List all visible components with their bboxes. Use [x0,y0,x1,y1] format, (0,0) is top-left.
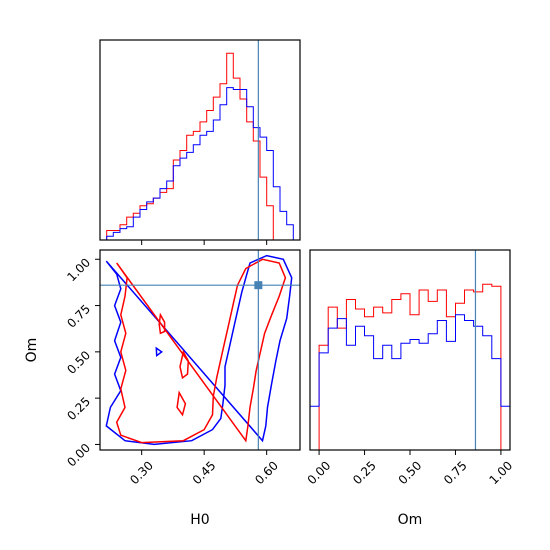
histogram-h0-red-series [100,52,300,241]
contour-red-1 [115,258,287,444]
contour-ytick-label: 0.25 [64,394,93,423]
contour-blue-5 [155,346,163,358]
contour-red-4 [176,390,187,417]
histogram-h0-panel [99,39,301,245]
histogram-om-xtick-label: 1.00 [486,458,515,487]
contour-frame [99,249,301,451]
contour-red-3 [179,349,190,380]
x-axis-label-om: Om [398,512,423,528]
histogram-om-xtick-label: 0.50 [396,458,425,487]
histogram-om-blue-series [310,314,510,407]
contour-xtick-label: 0.45 [190,458,219,487]
contour-xtick-label: 0.60 [252,458,281,487]
histogram-om-panel: 0.00 0.25 0.50 0.75 1.00 Om [305,249,515,528]
contour-ytick-label: 1.00 [64,255,93,284]
histogram-om-xtick-label: 0.00 [305,458,334,487]
contour-ytick-label: 0.50 [64,348,93,377]
truth-marker [254,281,263,290]
histogram-h0-blue-series [100,87,300,241]
x-axis-label-h0: H0 [190,512,209,528]
contour-xtick-label: 0.30 [127,458,156,487]
contour-ytick-label: 0.00 [64,441,93,470]
contour-h0-om-panel: 0.30 0.45 0.60 0.00 0.25 0.50 0.75 1.00 H0 Om [24,249,301,528]
contour-ytick-label: 0.75 [64,302,93,331]
y-axis-label-om: Om [24,338,40,363]
histogram-om-xtick-label: 0.25 [350,458,379,487]
contour-lines [105,254,293,446]
histogram-om-frame [309,249,511,451]
contour-blue-0 [105,254,293,446]
histogram-om-red-series [310,283,510,451]
histogram-h0-frame [99,39,301,241]
histogram-om-xtick-label: 0.75 [441,458,470,487]
contour-red-2 [158,312,166,335]
